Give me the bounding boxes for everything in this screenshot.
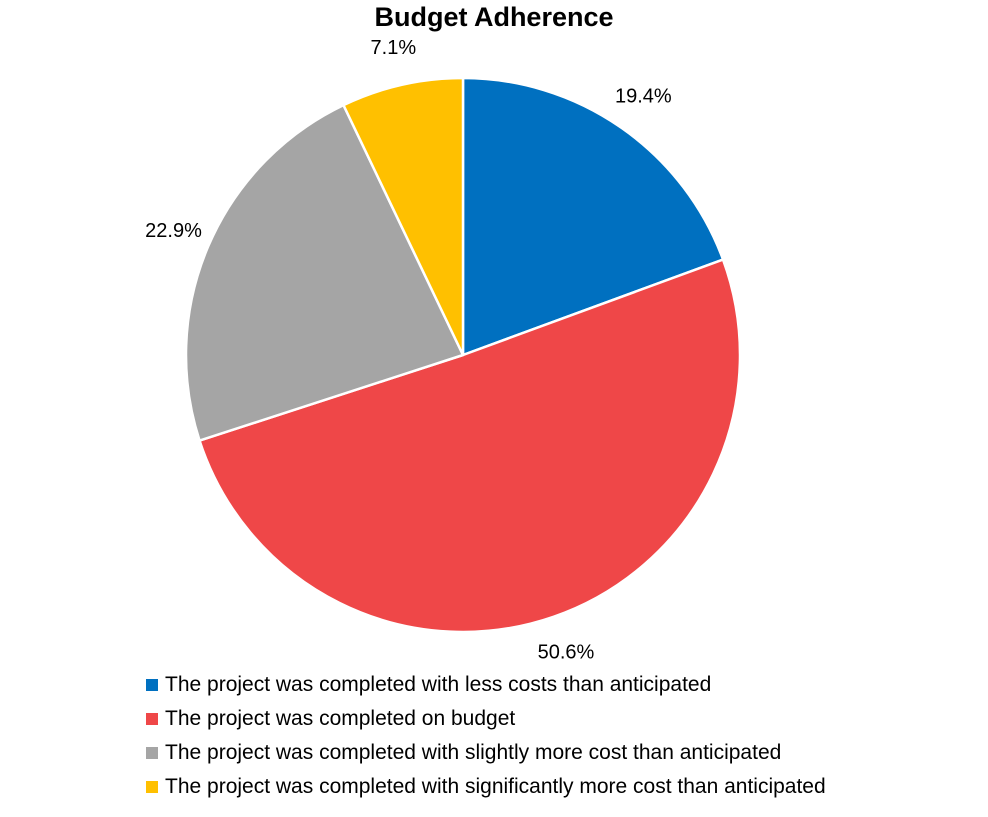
data-label-less-costs: 19.4% (615, 86, 672, 108)
legend-swatch-significantly-more (146, 781, 158, 793)
chart-title: Budget Adherence (374, 2, 614, 32)
pie-slice-slightly-more (184, 103, 465, 442)
legend-label-less-costs: The project was completed with less cost… (165, 673, 712, 696)
legend-label-slightly-more: The project was completed with slightly … (165, 741, 782, 764)
pie-slice-on-budget (198, 258, 742, 634)
pie-slice-significantly-more (342, 76, 465, 357)
legend-label-significantly-more: The project was completed with significa… (165, 775, 826, 798)
legend-label-on-budget: The project was completed on budget (165, 707, 516, 730)
data-label-significantly-more: 7.1% (371, 37, 417, 59)
legend-item-slightly-more: The project was completed with slightly … (146, 736, 826, 770)
data-label-slightly-more: 22.9% (145, 220, 202, 242)
legend-item-less-costs: The project was completed with less cost… (146, 668, 826, 702)
pie-slices (184, 76, 742, 634)
legend: The project was completed with less cost… (146, 668, 826, 804)
legend-item-on-budget: The project was completed on budget (146, 702, 826, 736)
legend-swatch-less-costs (146, 679, 158, 691)
data-label-on-budget: 50.6% (538, 642, 595, 664)
legend-swatch-slightly-more (146, 747, 158, 759)
legend-swatch-on-budget (146, 713, 158, 725)
legend-item-significantly-more: The project was completed with significa… (146, 770, 826, 804)
pie-data-labels: 19.4% 50.6% 22.9% 7.1% (145, 37, 672, 664)
pie-slice-less-costs (461, 76, 725, 357)
